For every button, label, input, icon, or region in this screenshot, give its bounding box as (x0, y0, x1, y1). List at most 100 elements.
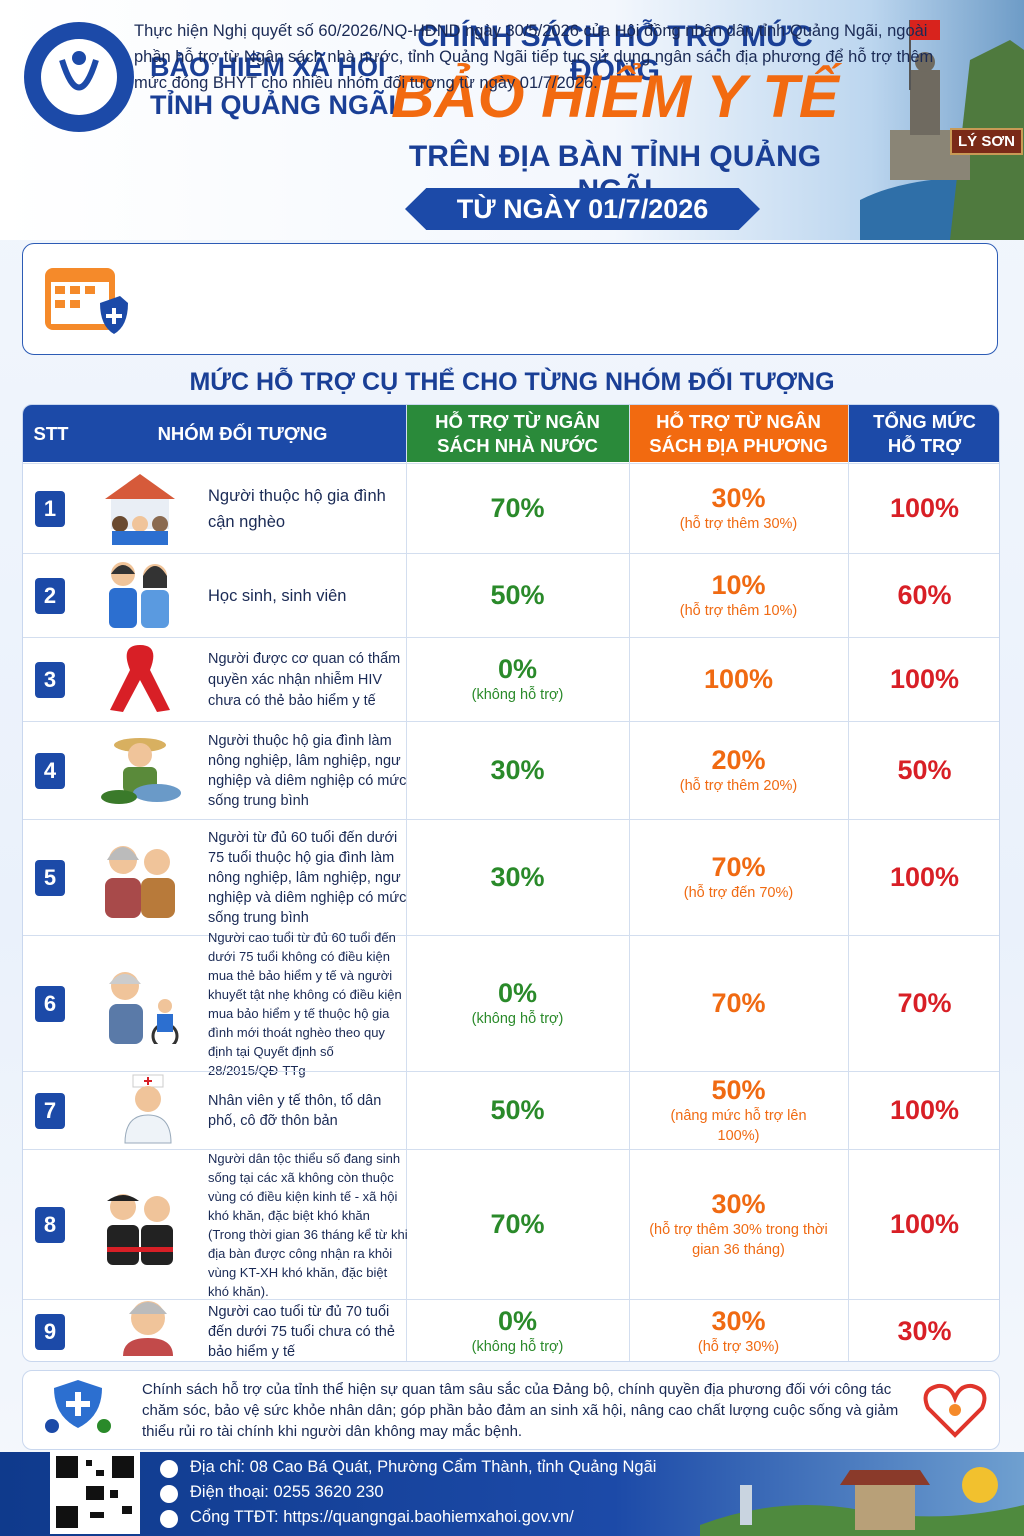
landscape-illustration (700, 1467, 1024, 1536)
row-number: 6 (35, 986, 65, 1022)
web-icon (160, 1510, 178, 1528)
support-value: 20% (711, 745, 766, 775)
logo (24, 22, 134, 132)
support-note: (hỗ trợ thêm 30% trong thời gian 36 thán… (649, 1222, 828, 1258)
support-value: 10% (711, 570, 766, 600)
group-text: Người từ đủ 60 tuổi đến dưới 75 tuổi thu… (208, 830, 407, 926)
table-title: MỨC HỖ TRỢ CỤ THỂ CHO TỪNG NHÓM ĐỐI TƯỢN… (189, 368, 835, 396)
support-value: 70% (711, 988, 766, 1018)
support-value: 30% (490, 755, 545, 785)
support-value: 100% (889, 493, 960, 523)
support-value: 60% (897, 580, 952, 610)
group-icon (109, 562, 169, 628)
group-text: Người cao tuổi từ đủ 70 tuổi đến dưới 75… (208, 1304, 395, 1360)
cell: 0% (không hỗ trợ) (406, 638, 629, 721)
address: Địa chỉ: 08 Cao Bá Quát, Phường Cẩm Thàn… (190, 1458, 657, 1476)
group-text: Học sinh, sinh viên (208, 587, 347, 605)
calendar-icon (45, 268, 128, 334)
row-number: 5 (35, 860, 65, 896)
support-value: 30% (711, 483, 766, 513)
cell: 100% (848, 820, 999, 935)
support-value: 50% (711, 1075, 766, 1105)
cell: 50% (nâng mức hỗ trợ lên 100%) (629, 1072, 848, 1149)
group-text: Người được cơ quan có thẩm quyền xác nhậ… (208, 650, 401, 709)
support-note: (hỗ trợ thêm 20%) (679, 778, 798, 794)
cell: 100% (848, 1150, 999, 1299)
support-value: 100% (703, 664, 774, 694)
group-icon (105, 846, 175, 918)
support-value: 100% (889, 862, 960, 892)
cell: 100% (848, 464, 999, 553)
column-divider (406, 405, 407, 1361)
cell: 30% (hỗ trợ thêm 30% trong thời gian 36 t… (629, 1150, 848, 1299)
table-row: 8 Người dân tộc thiểu số đang sinh sống t… (23, 1149, 999, 1299)
footer-note-box (22, 1370, 1000, 1450)
cell: 70% (406, 1150, 629, 1299)
cell: 100% (848, 638, 999, 721)
group-icon (109, 972, 179, 1044)
support-value: 100% (889, 1095, 960, 1125)
health-icon (45, 1380, 111, 1433)
org-name: TỈNH QUẢNG NGÃI (150, 90, 396, 120)
column-header: NHÓM ĐỐI TƯỢNG (79, 405, 406, 462)
column-header: STT (23, 405, 79, 462)
support-value: 70% (490, 1209, 545, 1239)
column-divider (848, 405, 849, 1361)
support-value: 30% (711, 1189, 766, 1219)
cell: 30% (hỗ trợ 30%) (629, 1300, 848, 1361)
support-value: 50% (490, 580, 545, 610)
group-icon (124, 1074, 172, 1144)
cell: 10% (hỗ trợ thêm 10%) (629, 554, 848, 637)
cell: 0% (không hỗ trợ) (406, 936, 629, 1071)
cell: 70% (848, 936, 999, 1071)
support-note: (hỗ trợ đến 70%) (683, 885, 794, 901)
phone-icon (160, 1485, 178, 1503)
table-row: 6 Người cao tuổi từ đủ 60 tuổi đến dưới 7… (23, 930, 999, 1078)
group-text: Người dân tộc thiểu số đang sinh sống tạ… (208, 1151, 408, 1299)
group-icon (101, 738, 181, 804)
intro-box (22, 243, 998, 355)
date-badge: TỪ NGÀY 01/7/2026 (405, 188, 760, 230)
cell: 30% (848, 1300, 999, 1361)
cell: 50% (406, 554, 629, 637)
group-text: Người cao tuổi từ đủ 60 tuổi đến dưới 75… (208, 930, 402, 1078)
location-icon (160, 1460, 178, 1478)
place-sign: LÝ SƠN (950, 128, 1023, 155)
support-value: 100% (889, 664, 960, 694)
support-value: 100% (889, 1209, 960, 1239)
title: CHÍNH SÁCH HỖ TRỢ MỨC ĐÓNG (417, 20, 813, 87)
row-number: 7 (35, 1093, 65, 1129)
support-value: 70% (490, 493, 545, 523)
support-value: 50% (490, 1095, 545, 1125)
support-value: 50% (897, 755, 952, 785)
row-number: 3 (35, 662, 65, 698)
qr-code (50, 1450, 140, 1534)
support-note: (không hỗ trợ) (471, 1011, 564, 1027)
column-header: HỖ TRỢ TỪ NGÂN SÁCH NHÀ NƯỚC (406, 405, 629, 462)
group-icon (105, 474, 175, 545)
support-note: (hỗ trợ thêm 30%) (679, 516, 798, 532)
table-row: 1 Người thuộc hộ gia đình cận nghèo 70% 30%… (23, 463, 999, 553)
intro-text: Thực hiện Nghị quyết số 60/2026/NQ-HĐND … (134, 22, 934, 92)
cell: 20% (hỗ trợ thêm 20%) (629, 722, 848, 819)
table-row: 9 Người cao tuổi từ đủ 70 tuổi đến dưới 7… (23, 1299, 999, 1361)
title-main: BẢO HIỂM Y TẾ (391, 63, 839, 130)
table-row: 3 Người được cơ quan có thẩm quyền xác nh… (23, 637, 999, 721)
group-icon (107, 1194, 173, 1265)
group-text: Nhân viên y tế thôn, tổ dân phố, cô đỡ t… (208, 1093, 382, 1129)
cell: 70% (hỗ trợ đến 70%) (629, 820, 848, 935)
cell: 70% (629, 936, 848, 1071)
support-value: 70% (897, 988, 952, 1018)
support-value: 30% (711, 1306, 766, 1336)
portal: Cổng TTĐT: https://quangngai.baohiemxaho… (190, 1508, 574, 1526)
cell: 50% (848, 722, 999, 819)
support-note: (không hỗ trợ) (471, 687, 564, 703)
support-note: (nâng mức hỗ trợ lên 100%) (670, 1108, 807, 1144)
support-table: STT NHÓM ĐỐI TƯỢNG HỖ TRỢ TỪ NGÂN SÁCH NHÀ… (22, 404, 1000, 1362)
support-value: 30% (897, 1316, 952, 1346)
support-note: (hỗ trợ 30%) (697, 1339, 780, 1355)
group-icon (110, 645, 170, 712)
